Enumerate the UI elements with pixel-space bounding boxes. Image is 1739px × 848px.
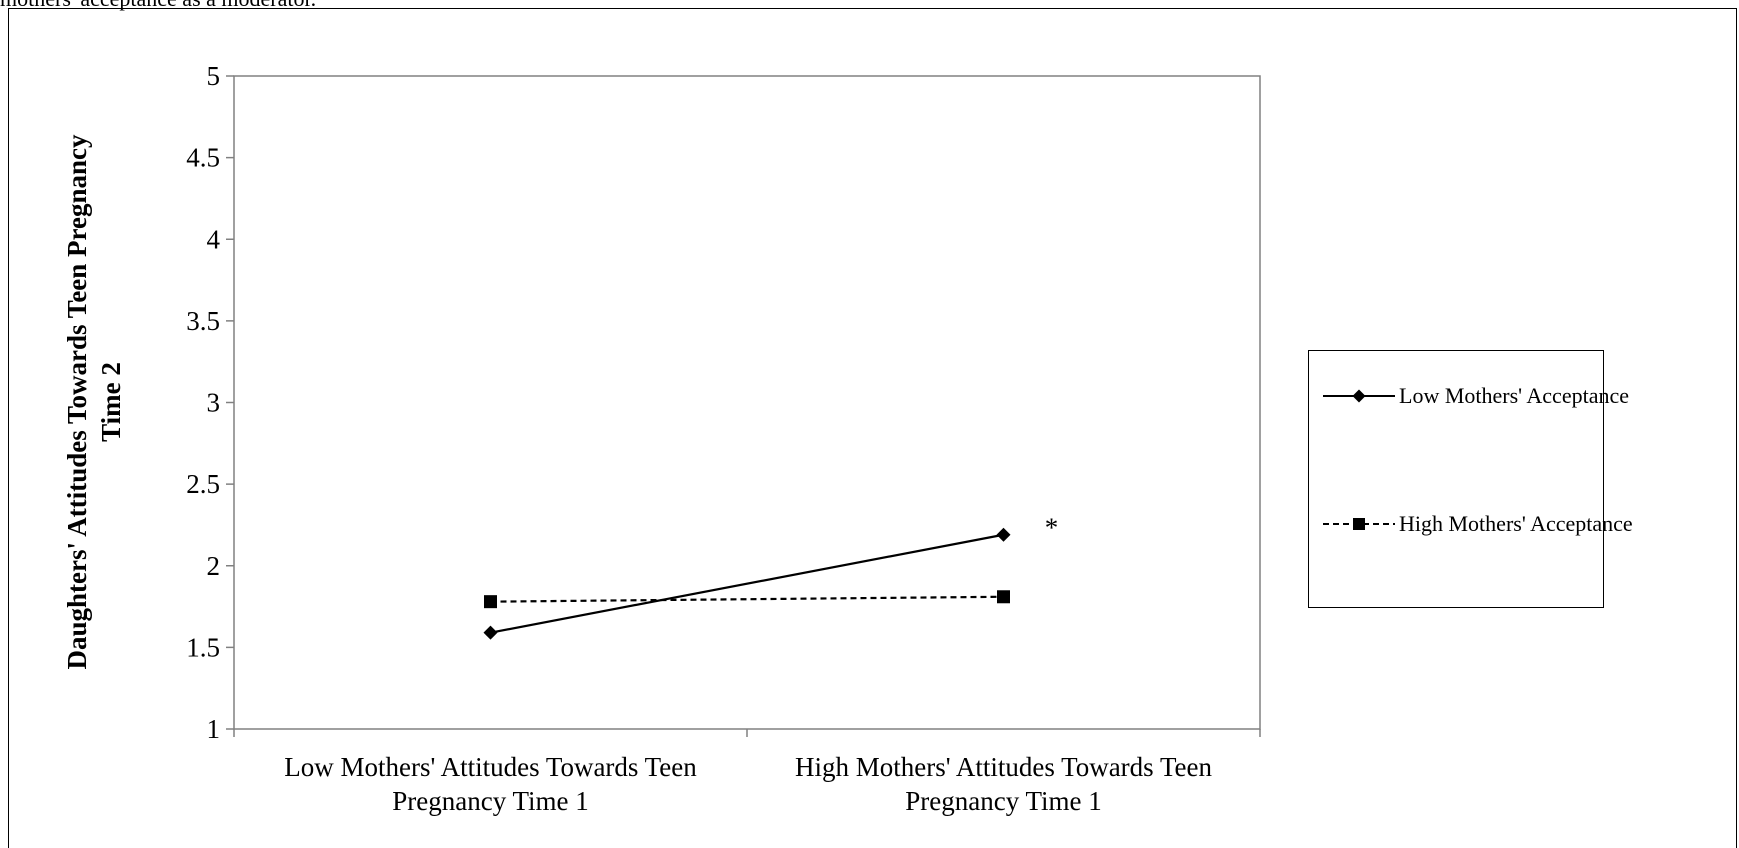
y-tick-label: 1 xyxy=(207,714,221,744)
x-tick-label: High Mothers' Attitudes Towards Teen Preg… xyxy=(795,752,1213,816)
legend-marker xyxy=(1353,518,1365,530)
data-point xyxy=(996,527,1011,542)
y-tick-label: 5 xyxy=(207,61,221,91)
y-tick-label: 2 xyxy=(207,551,221,581)
y-tick-label: 3.5 xyxy=(186,306,220,336)
series-line-0 xyxy=(490,533,1004,634)
data-point xyxy=(997,590,1010,604)
series-layer xyxy=(483,527,1011,640)
y-tick-label: 2.5 xyxy=(186,469,220,499)
legend-swatch xyxy=(1323,518,1395,530)
figure-frame xyxy=(8,8,1737,848)
legend-label: High Mothers' Acceptance xyxy=(1399,511,1633,536)
significance-annotation: * xyxy=(1045,513,1059,543)
series-line-1 xyxy=(490,595,1004,603)
y-tick-label: 4 xyxy=(207,224,221,254)
legend-marker xyxy=(1352,389,1366,403)
y-axis-title: Daughters' Attitudes Towards Teen Pregna… xyxy=(62,134,126,670)
annotation-layer: * xyxy=(1045,513,1059,543)
y-tick-label: 4.5 xyxy=(186,143,220,173)
y-tick-label: 1.5 xyxy=(186,632,220,662)
legend-swatch xyxy=(1323,389,1395,403)
x-axis-ticks xyxy=(233,729,1261,737)
data-point xyxy=(483,625,498,640)
y-axis-title-text: Daughters' Attitudes Towards Teen Pregna… xyxy=(62,134,126,670)
y-axis-ticks: 1 1.5 2 2.5 3 3.5 4 4.5 5 xyxy=(186,61,234,744)
caption-fragment: mothers' acceptance as a moderator. xyxy=(0,0,316,12)
x-axis-labels: Low Mothers' Attitudes Towards Teen Pregn… xyxy=(284,752,1212,816)
legend-item: High Mothers' Acceptance xyxy=(1323,509,1633,539)
legend-item: Low Mothers' Acceptance xyxy=(1323,381,1629,411)
legend: Low Mothers' Acceptance High Mothers' Acc… xyxy=(1308,350,1633,608)
data-point xyxy=(484,595,497,609)
plot-area xyxy=(233,75,1261,730)
x-tick-label: Low Mothers' Attitudes Towards Teen Pregn… xyxy=(284,752,697,816)
y-tick-label: 3 xyxy=(207,388,221,418)
legend-label: Low Mothers' Acceptance xyxy=(1399,383,1629,408)
